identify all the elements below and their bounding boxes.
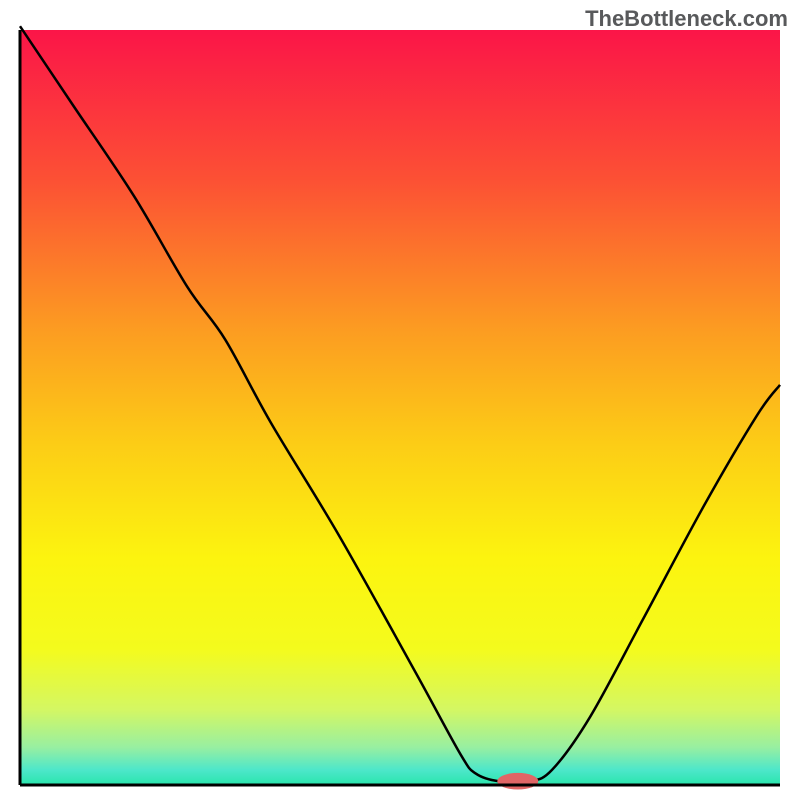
bottleneck-chart (0, 0, 800, 800)
watermark: TheBottleneck.com (585, 6, 788, 32)
optimal-marker (497, 773, 538, 790)
chart-container: TheBottleneck.com (0, 0, 800, 800)
gradient-background (20, 30, 780, 785)
